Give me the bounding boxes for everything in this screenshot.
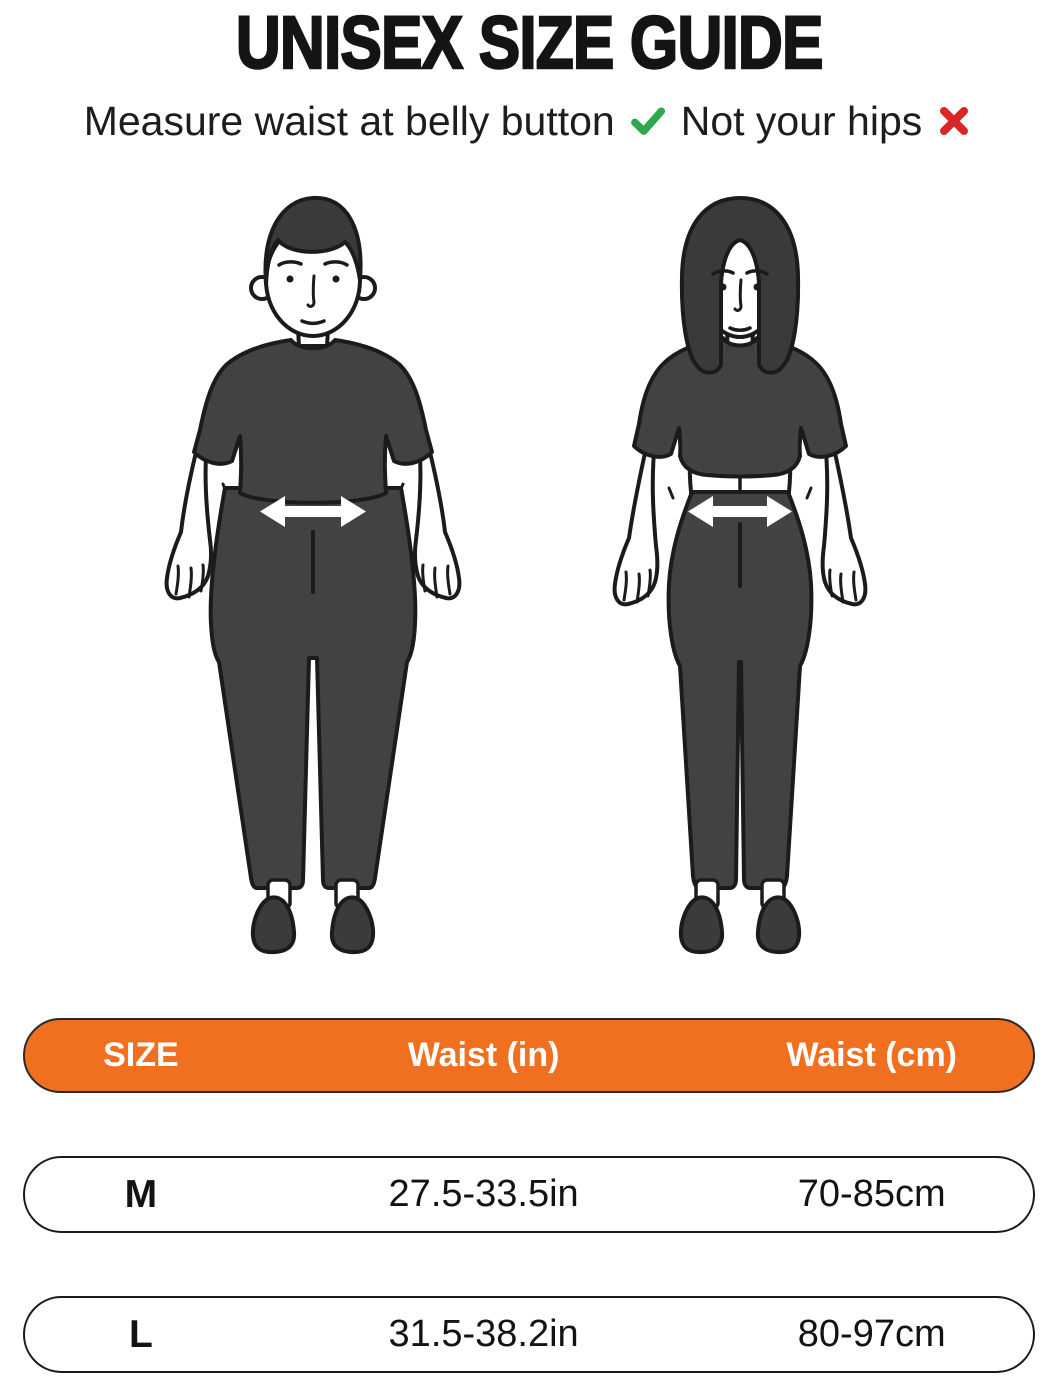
header-cell-size: SIZE: [103, 1036, 179, 1074]
header-cell-waist-cm: Waist (cm): [786, 1036, 958, 1074]
row-l-waist-cm: 80-97cm: [797, 1313, 946, 1355]
size-table-header: SIZE Waist (in) Waist (cm): [23, 1018, 1035, 1093]
x-icon: [940, 107, 969, 135]
male-figure: [164, 195, 462, 955]
table-row-m: M 27.5-33.5in 70-85cm: [23, 1156, 1035, 1233]
table-row-l: L 31.5-38.2in 80-97cm: [23, 1296, 1035, 1373]
header-cell-waist-in: Waist (in): [407, 1036, 560, 1074]
row-l-size: L: [129, 1312, 153, 1356]
figure-illustrations: [0, 188, 1058, 970]
subtitle-hips-text: Not your hips: [680, 97, 923, 144]
female-figure: [612, 196, 868, 955]
size-table: SIZE Waist (in) Waist (cm) M 27.5-33.5in…: [0, 1018, 1058, 1373]
subtitle-measure-text: Measure waist at belly button: [83, 97, 615, 144]
page-title-text: UNISEX SIZE GUIDE: [235, 1, 825, 84]
waist-arrow-male: [260, 496, 366, 527]
subtitle: Measure waist at belly button Not your h…: [0, 94, 1058, 148]
row-l-waist-in: 31.5-38.2in: [388, 1313, 579, 1355]
row-m-size: M: [124, 1172, 158, 1216]
waist-arrow-female: [688, 496, 792, 527]
page-title: UNISEX SIZE GUIDE: [0, 1, 1058, 84]
check-icon: [630, 107, 665, 135]
row-m-waist-in: 27.5-33.5in: [388, 1173, 579, 1215]
row-m-waist-cm: 70-85cm: [797, 1173, 946, 1215]
